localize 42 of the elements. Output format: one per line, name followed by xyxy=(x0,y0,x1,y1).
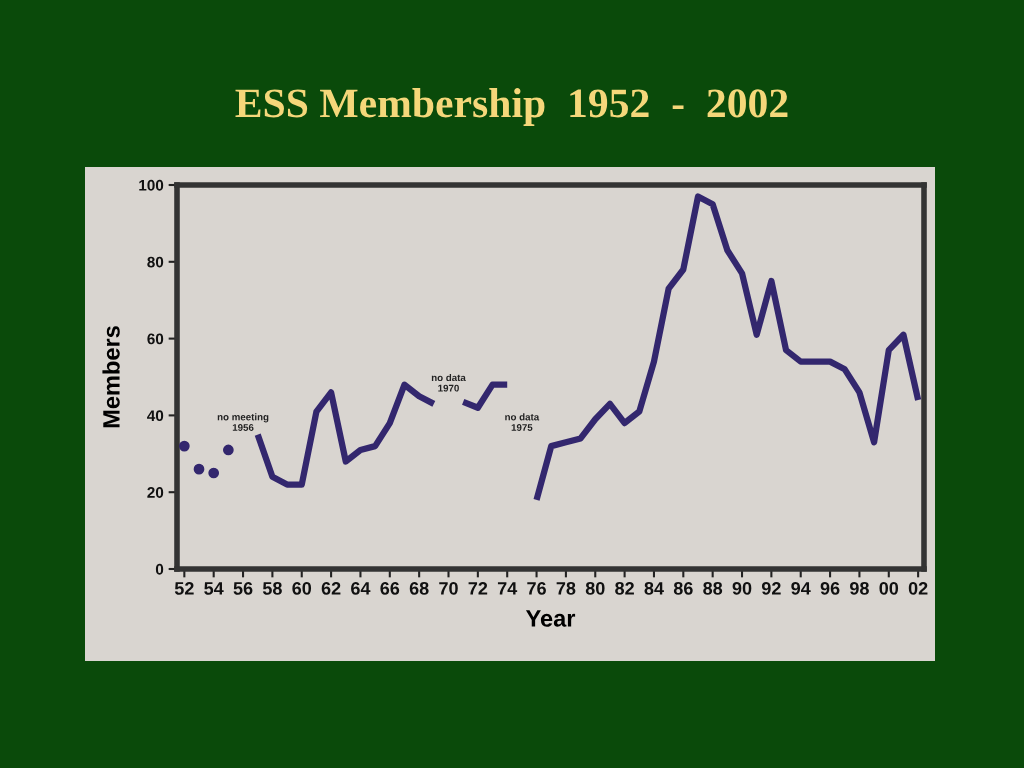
x-tick-label: 82 xyxy=(615,581,634,595)
x-tick-label: 76 xyxy=(527,581,546,595)
x-tick-label: 66 xyxy=(380,581,400,595)
x-tick-label: 60 xyxy=(292,581,312,595)
point xyxy=(178,440,190,452)
x-tick-label: 80 xyxy=(585,581,605,595)
x-tick-label: 72 xyxy=(468,581,488,595)
y-tick-label: 40 xyxy=(147,410,164,422)
x-axis-title: Year xyxy=(525,610,576,627)
x-tick-label: 62 xyxy=(321,581,341,595)
x-tick-label: 98 xyxy=(850,581,869,595)
x-tick-label: 96 xyxy=(820,581,840,595)
x-tick-label: 90 xyxy=(732,581,752,595)
x-tick-label: 68 xyxy=(409,581,429,595)
x-tick-label: 70 xyxy=(439,581,458,595)
point xyxy=(223,444,234,456)
y-axis-title: Members xyxy=(102,326,120,428)
y-tick-label: 20 xyxy=(147,487,164,498)
y-tick-label: 80 xyxy=(147,256,164,268)
y-tick-label: 60 xyxy=(147,333,164,345)
y-tick-label: 0 xyxy=(155,563,164,575)
x-tick-label: 58 xyxy=(262,581,282,595)
x-tick-label: 54 xyxy=(204,582,224,595)
point xyxy=(193,463,205,475)
x-tick-label: 74 xyxy=(497,582,518,595)
x-tick-label: 52 xyxy=(174,581,194,595)
x-tick-label: 92 xyxy=(761,581,781,595)
x-tick-label: 78 xyxy=(556,581,576,595)
annotation: no data 1975 xyxy=(505,413,540,431)
x-tick-label: 84 xyxy=(644,581,664,595)
annotation: no meeting 1956 xyxy=(217,413,269,431)
x-tick-label: 00 xyxy=(879,581,899,595)
x-tick-label: 86 xyxy=(673,581,693,595)
x-tick-label: 02 xyxy=(908,581,928,595)
point xyxy=(208,467,220,479)
x-tick-label: 64 xyxy=(351,581,371,595)
x-tick-label: 88 xyxy=(703,581,723,595)
x-tick-label: 94 xyxy=(791,581,811,595)
x-tick-label: 56 xyxy=(233,581,253,595)
annotation: no data 1970 xyxy=(431,373,466,392)
chart-title: ESS Membership 1952 - 2002 xyxy=(235,88,788,126)
y-tick-label: 100 xyxy=(139,179,164,191)
